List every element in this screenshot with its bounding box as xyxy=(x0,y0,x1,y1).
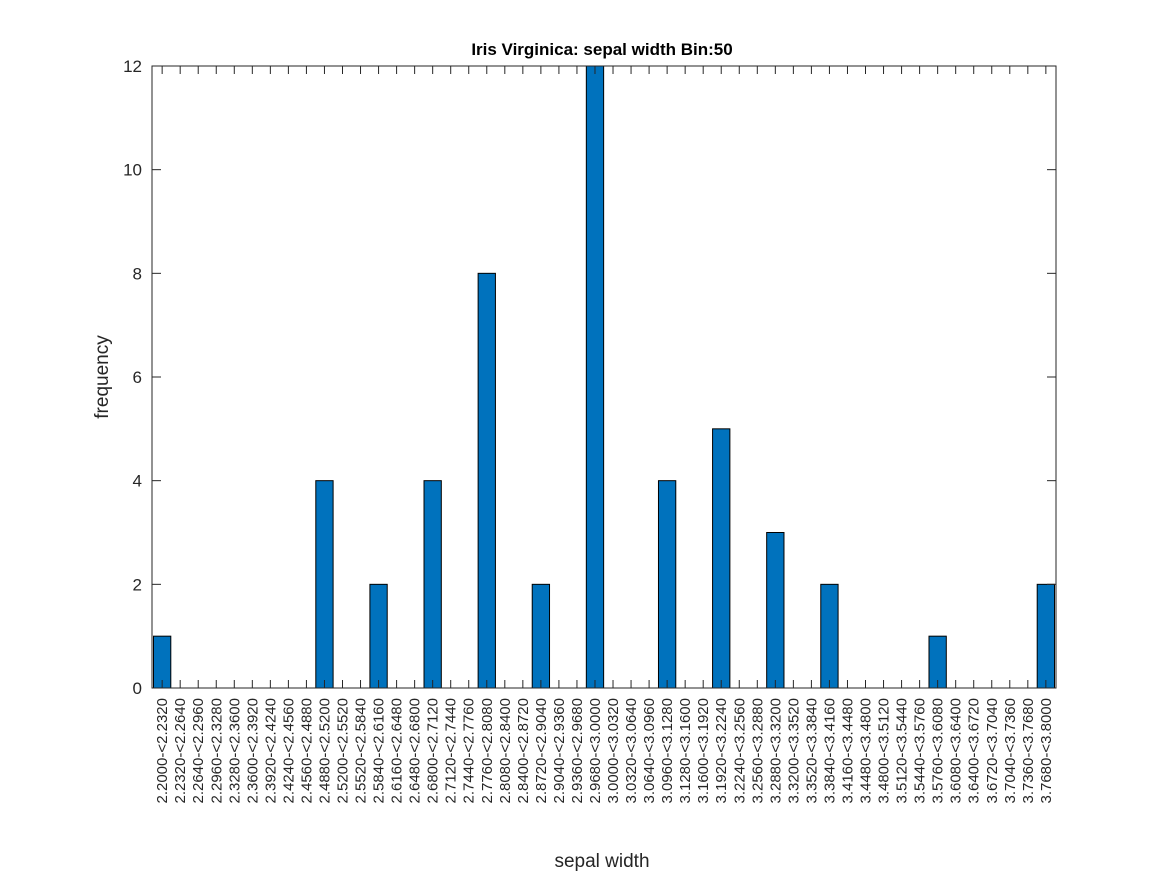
x-tick-label: 2.4240-<2.4560 xyxy=(280,698,297,804)
x-tick-label: 2.8080-<2.8400 xyxy=(497,698,514,804)
x-tick-label: 3.5760-<3.6080 xyxy=(930,698,947,804)
x-tick-label: 2.3280-<2.3600 xyxy=(226,698,243,804)
x-tick-label: 3.3200-<3.3520 xyxy=(785,698,802,804)
y-tick-label: 6 xyxy=(133,368,142,387)
y-tick-label: 2 xyxy=(133,575,142,594)
x-tick-label: 3.2240-<3.2560 xyxy=(731,698,748,804)
bar xyxy=(820,583,839,689)
x-axis-label: sepal width xyxy=(554,851,649,872)
x-tick-label: 2.4880-<2.5200 xyxy=(316,698,333,804)
x-tick-label: 2.7440-<2.7760 xyxy=(461,698,478,804)
x-tick-label: 2.4560-<2.4880 xyxy=(298,698,315,804)
y-tick-label: 0 xyxy=(133,679,142,698)
plot-area-frame xyxy=(151,65,1057,689)
x-tick-label: 2.2320-<2.2640 xyxy=(172,698,189,804)
x-tick-label: 2.9040-<2.9360 xyxy=(551,698,568,804)
bar xyxy=(657,480,677,689)
x-tick-label: 2.3600-<2.3920 xyxy=(244,698,261,804)
x-tick-label: 2.3920-<2.4240 xyxy=(262,698,279,804)
x-tick-label: 2.7120-<2.7440 xyxy=(443,698,460,804)
x-tick-label: 2.5200-<2.5520 xyxy=(334,698,351,804)
x-tick-label: 3.2880-<3.3200 xyxy=(767,698,784,804)
x-tick-label: 2.6480-<2.6800 xyxy=(407,698,424,804)
x-tick-label: 2.6160-<2.6480 xyxy=(389,698,406,804)
x-tick-label: 2.6800-<2.7120 xyxy=(425,698,442,804)
x-tick-label: 2.2960-<2.3280 xyxy=(208,698,225,804)
x-tick-label: 3.0960-<3.1280 xyxy=(659,698,676,804)
bar xyxy=(423,480,442,689)
x-tick-label: 3.0000-<3.0320 xyxy=(605,698,622,804)
x-tick-label: 3.1600-<3.1920 xyxy=(695,698,712,804)
x-tick-label: 3.4160-<3.4480 xyxy=(839,698,856,804)
bar xyxy=(477,272,496,689)
x-tick-label: 2.9360-<2.9680 xyxy=(569,698,586,804)
x-tick-label: 3.4800-<3.5120 xyxy=(876,698,893,804)
x-tick-label: 3.5440-<3.5760 xyxy=(912,698,929,804)
x-tick-label: 3.3520-<3.3840 xyxy=(803,698,820,804)
x-tick-label: 3.7680-<3.8000 xyxy=(1038,698,1055,804)
ticks-layer: 2.2000-<2.2320 2.2320-<2.2640 2.2640-<2.29… xyxy=(123,57,1056,804)
bar xyxy=(1036,583,1056,689)
x-tick-label: 2.5520-<2.5840 xyxy=(353,698,370,804)
bar xyxy=(585,65,605,689)
x-tick-label: 3.7040-<3.7360 xyxy=(1002,698,1019,804)
chart-title: Iris Virginica: sepal width Bin:50 xyxy=(471,40,732,59)
bar xyxy=(315,480,334,689)
bar xyxy=(766,532,785,689)
x-tick-label: 3.7360-<3.7680 xyxy=(1020,698,1037,804)
x-tick-label: 3.3840-<3.4160 xyxy=(821,698,838,804)
x-tick-label: 2.2000-<2.2320 xyxy=(154,698,171,804)
bar xyxy=(712,428,731,689)
bar xyxy=(369,583,388,689)
x-tick-label: 2.2640-<2.2960 xyxy=(190,698,207,804)
y-tick-label: 10 xyxy=(123,161,142,180)
x-tick-label: 3.6400-<3.6720 xyxy=(966,698,983,804)
x-tick-label: 2.8400-<2.8720 xyxy=(515,698,532,804)
x-tick-label: 3.4480-<3.4800 xyxy=(858,698,875,804)
x-tick-label: 2.5840-<2.6160 xyxy=(371,698,388,804)
x-tick-label: 3.6720-<3.7040 xyxy=(984,698,1001,804)
y-axis-label: frequency xyxy=(92,335,113,419)
bars-layer xyxy=(152,65,1056,689)
y-tick-label: 8 xyxy=(133,264,142,283)
x-tick-label: 3.6080-<3.6400 xyxy=(948,698,965,804)
x-tick-label: 3.0640-<3.0960 xyxy=(641,698,658,804)
x-tick-label: 2.7760-<2.8080 xyxy=(479,698,496,804)
x-tick-label: 3.5120-<3.5440 xyxy=(894,698,911,804)
x-tick-label: 3.0320-<3.0640 xyxy=(623,698,640,804)
bar xyxy=(531,583,551,689)
x-tick-label: 3.2560-<3.2880 xyxy=(749,698,766,804)
x-tick-label: 3.1280-<3.1600 xyxy=(677,698,694,804)
x-tick-label: 2.8720-<2.9040 xyxy=(533,698,550,804)
y-tick-label: 12 xyxy=(123,57,142,76)
x-tick-label: 2.9680-<3.0000 xyxy=(587,698,604,804)
y-tick-label: 4 xyxy=(133,472,142,491)
x-tick-label: 3.1920-<3.2240 xyxy=(713,698,730,804)
